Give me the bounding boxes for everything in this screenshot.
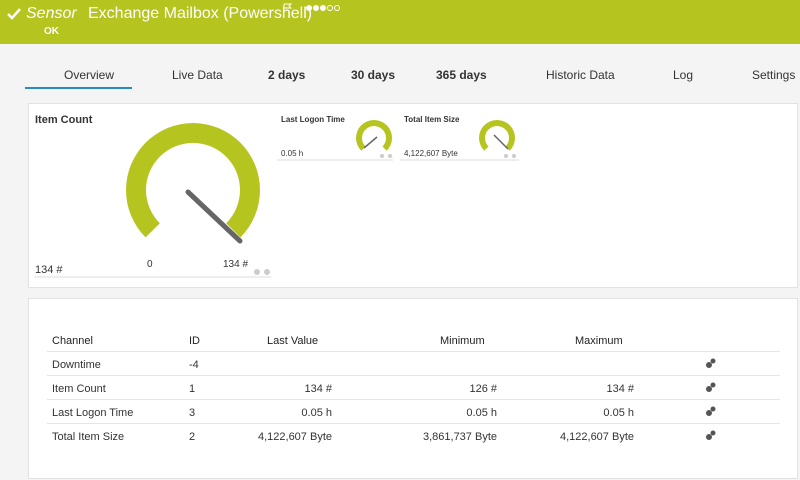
gauge-label: Last Logon Time bbox=[281, 115, 345, 124]
channel-settings[interactable] bbox=[705, 357, 717, 369]
gauge-panel bbox=[28, 103, 798, 288]
gauges bbox=[34, 119, 519, 278]
gauge-value: 134 # bbox=[35, 264, 63, 276]
gauge-value: 4,122,607 Byte bbox=[404, 149, 458, 158]
channel-settings[interactable] bbox=[705, 381, 717, 393]
cell-id: 2 bbox=[189, 431, 196, 443]
column-header[interactable]: Maximum bbox=[575, 335, 623, 347]
gauge-label: Total Item Size bbox=[404, 115, 460, 124]
tab[interactable]: Historic Data bbox=[546, 68, 615, 82]
cell-last: 134 # bbox=[304, 383, 332, 395]
cell-min: 3,861,737 Byte bbox=[422, 431, 497, 443]
gauge-min: 0 bbox=[147, 259, 153, 270]
sensor-type: Sensor bbox=[26, 5, 77, 22]
cell-id: 1 bbox=[189, 383, 196, 395]
gauge-value: 0.05 h bbox=[281, 149, 304, 158]
tab[interactable]: Overview bbox=[64, 68, 115, 82]
gauge-max: 134 # bbox=[223, 259, 249, 270]
row-divider bbox=[47, 351, 780, 352]
row-divider bbox=[47, 375, 780, 376]
ok-check bbox=[7, 8, 21, 20]
column-header[interactable]: Last Value bbox=[267, 335, 319, 347]
cell-max: 134 # bbox=[606, 383, 634, 395]
cell-channel: Last Logon Time bbox=[52, 407, 134, 419]
cell-last: 4,122,607 Byte bbox=[257, 431, 332, 443]
column-header[interactable]: Minimum bbox=[440, 335, 485, 347]
table-panel bbox=[28, 298, 798, 479]
gauge-label: Item Count bbox=[35, 114, 93, 126]
gauge-needle bbox=[185, 189, 243, 244]
cell-min: 0.05 h bbox=[466, 407, 497, 419]
channel-settings[interactable] bbox=[705, 429, 717, 441]
tab[interactable]: 365 days bbox=[436, 68, 487, 82]
tab[interactable]: Live Data bbox=[172, 68, 223, 82]
small-gauge-arc bbox=[479, 119, 515, 151]
small-gauge-arc bbox=[356, 119, 392, 151]
cell-min: 126 # bbox=[469, 383, 497, 395]
status: OK bbox=[44, 26, 59, 37]
column-header[interactable]: Channel bbox=[52, 335, 93, 347]
cell-channel: Item Count bbox=[52, 383, 106, 395]
cell-max: 4,122,607 Byte bbox=[559, 431, 634, 443]
tab[interactable]: 2 days bbox=[268, 68, 306, 82]
row-divider bbox=[47, 399, 780, 400]
active-tab-underline bbox=[25, 87, 132, 89]
cell-max: 0.05 h bbox=[603, 407, 634, 419]
tab[interactable]: Settings bbox=[752, 68, 796, 82]
channel-settings[interactable] bbox=[705, 405, 717, 417]
small-gauge-needle bbox=[493, 134, 509, 150]
cell-last: 0.05 h bbox=[301, 407, 332, 419]
gauge-arc bbox=[125, 123, 260, 238]
sensor-title: Exchange Mailbox (Powershell) bbox=[88, 5, 313, 22]
flag-stars bbox=[283, 3, 340, 12]
cell-channel: Downtime bbox=[52, 359, 101, 371]
column-header[interactable]: ID bbox=[189, 335, 200, 347]
small-gauge-needle bbox=[363, 136, 378, 149]
cell-id: 3 bbox=[189, 407, 196, 419]
tab[interactable]: Log bbox=[673, 68, 694, 82]
cell-channel: Total Item Size bbox=[52, 431, 125, 443]
cell-id: -4 bbox=[189, 359, 199, 371]
header: Sensor Exchange Mailbox (Powershell) OK bbox=[0, 0, 800, 44]
row-divider bbox=[47, 423, 780, 424]
tab[interactable]: 30 days bbox=[351, 68, 396, 82]
